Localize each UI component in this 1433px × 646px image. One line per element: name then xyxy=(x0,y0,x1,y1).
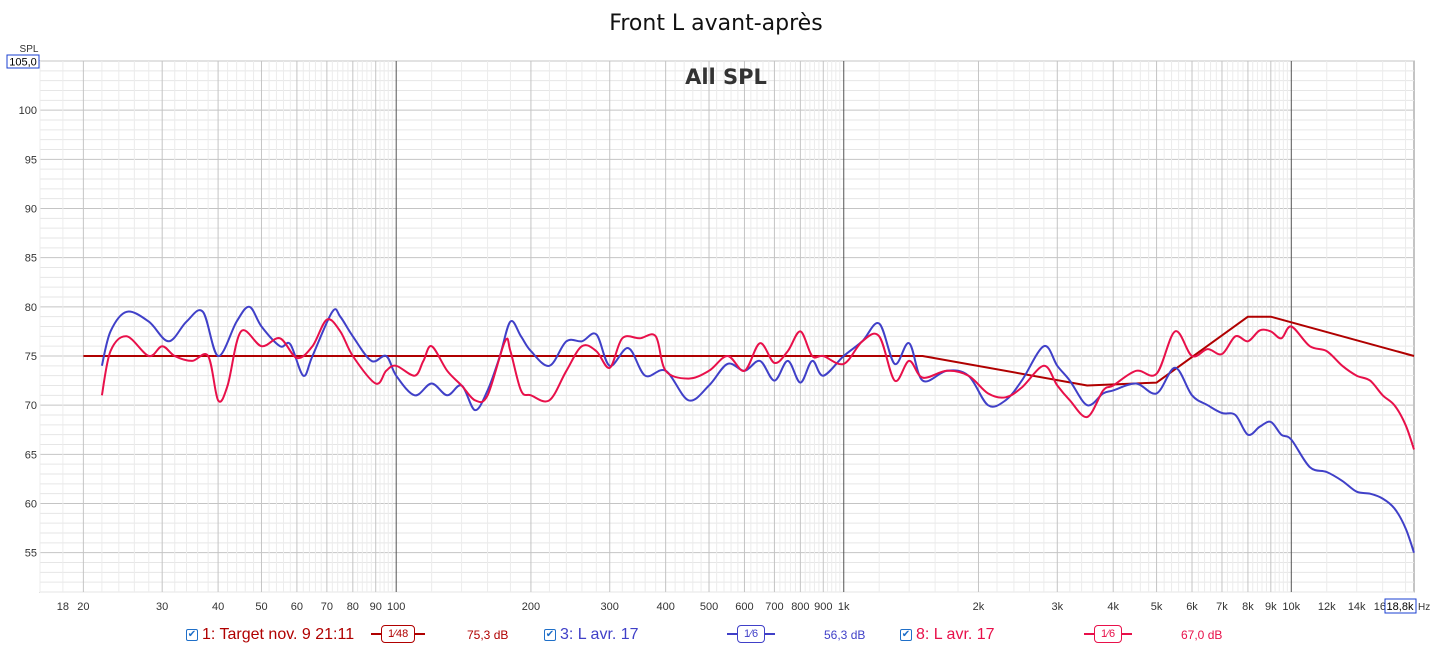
legend-item-l-avr-8[interactable]: ✔ 8: L avr. 17 xyxy=(900,626,995,644)
checkbox-icon[interactable]: ✔ xyxy=(900,629,912,641)
smoothing-chip-target[interactable]: 1⁄48 xyxy=(371,625,426,643)
x-tick-label: 3k xyxy=(1051,601,1063,613)
x-tick-label: 5k xyxy=(1151,601,1163,613)
plot-series xyxy=(83,305,1415,554)
x-axis-unit: Hz xyxy=(1418,602,1430,613)
y-tick-label: 85 xyxy=(25,253,37,265)
x-tick-label: 14k xyxy=(1348,601,1366,613)
checkbox-icon[interactable]: ✔ xyxy=(544,629,556,641)
x-tick-label: 90 xyxy=(370,601,382,613)
x-tick-label: 300 xyxy=(601,601,619,613)
x-tick-label: 60 xyxy=(291,601,303,613)
y-tick-label: 70 xyxy=(25,400,37,412)
x-tick-label: 20 xyxy=(77,601,89,613)
y-tick-label: 90 xyxy=(25,204,37,216)
y-top-box[interactable] xyxy=(6,54,40,69)
x-tick-label: 600 xyxy=(735,601,753,613)
x-right-value[interactable]: 18,8k xyxy=(1387,601,1414,613)
x-tick-label: 6k xyxy=(1186,601,1198,613)
series-line-1[interactable] xyxy=(83,315,1415,387)
x-tick-label: 700 xyxy=(765,601,783,613)
smoothing-chip-l-avr-8[interactable]: 1⁄6 xyxy=(1084,625,1133,643)
checkbox-icon[interactable]: ✔ xyxy=(186,629,198,641)
x-tick-label: 100 xyxy=(387,601,405,613)
y-tick-label: 60 xyxy=(25,499,37,511)
x-tick-label: 800 xyxy=(791,601,809,613)
legend-label: 8: L avr. 17 xyxy=(916,626,995,643)
y-tick-label: 100 xyxy=(19,105,37,117)
y-tick-label: 65 xyxy=(25,449,37,461)
x-tick-label: 10k xyxy=(1282,601,1300,613)
y-tick-label: 95 xyxy=(25,154,37,166)
x-tick-label: 8k xyxy=(1242,601,1254,613)
legend-item-target[interactable]: ✔ 1: Target nov. 9 21:11 xyxy=(186,626,354,644)
series-line-3[interactable] xyxy=(100,318,1415,450)
x-tick-label: 2k xyxy=(973,601,985,613)
x-tick-label: 50 xyxy=(255,601,267,613)
x-right-box[interactable] xyxy=(1384,598,1417,614)
y-tick-label: 75 xyxy=(25,351,37,363)
level-l-avr-3: 56,3 dB xyxy=(824,628,866,642)
level-target: 75,3 dB xyxy=(467,628,509,642)
x-tick-label: 400 xyxy=(656,601,674,613)
x-tick-label: 12k xyxy=(1318,601,1336,613)
chart-title: Front L avant-après xyxy=(609,11,822,36)
x-tick-label: 9k xyxy=(1265,601,1277,613)
y-tick-label: 80 xyxy=(25,302,37,314)
x-tick-label: 30 xyxy=(156,601,168,613)
series-line-2[interactable] xyxy=(100,305,1415,554)
x-tick-label: 80 xyxy=(347,601,359,613)
x-tick-label: 900 xyxy=(814,601,832,613)
legend-label: 1: Target nov. 9 21:11 xyxy=(202,626,355,643)
smoothing-chip-l-avr-3[interactable]: 1⁄6 xyxy=(727,625,776,643)
x-tick-label: 200 xyxy=(522,601,540,613)
x-axis: 18 20 30 40 50 60 70 80 90 100 200 300 400 500 600 700 8… xyxy=(57,601,1392,613)
x-tick-label: 500 xyxy=(700,601,718,613)
x-tick-label: 1k xyxy=(838,601,850,613)
smoothing-value[interactable]: 1⁄6 xyxy=(1094,625,1123,643)
x-tick-label: 70 xyxy=(321,601,333,613)
x-tick-label: 18 xyxy=(57,601,69,613)
smoothing-value[interactable]: 1⁄6 xyxy=(737,625,766,643)
x-tick-label: 40 xyxy=(212,601,224,613)
y-axis-label: SPL xyxy=(20,44,39,55)
grid xyxy=(39,60,1415,593)
legend-label: 3: L avr. 17 xyxy=(560,626,639,643)
legend-item-l-avr-3[interactable]: ✔ 3: L avr. 17 xyxy=(544,626,639,644)
smoothing-value[interactable]: 1⁄48 xyxy=(381,625,416,643)
y-tick-label: 55 xyxy=(25,548,37,560)
y-axis: 55 60 65 70 75 80 85 90 95 100 xyxy=(19,105,37,560)
x-tick-label: 4k xyxy=(1107,601,1119,613)
chart-subtitle: All SPL xyxy=(685,65,767,89)
x-tick-label: 7k xyxy=(1216,601,1228,613)
level-l-avr-8: 67,0 dB xyxy=(1181,628,1223,642)
y-top-value[interactable]: 105,0 xyxy=(9,57,37,69)
